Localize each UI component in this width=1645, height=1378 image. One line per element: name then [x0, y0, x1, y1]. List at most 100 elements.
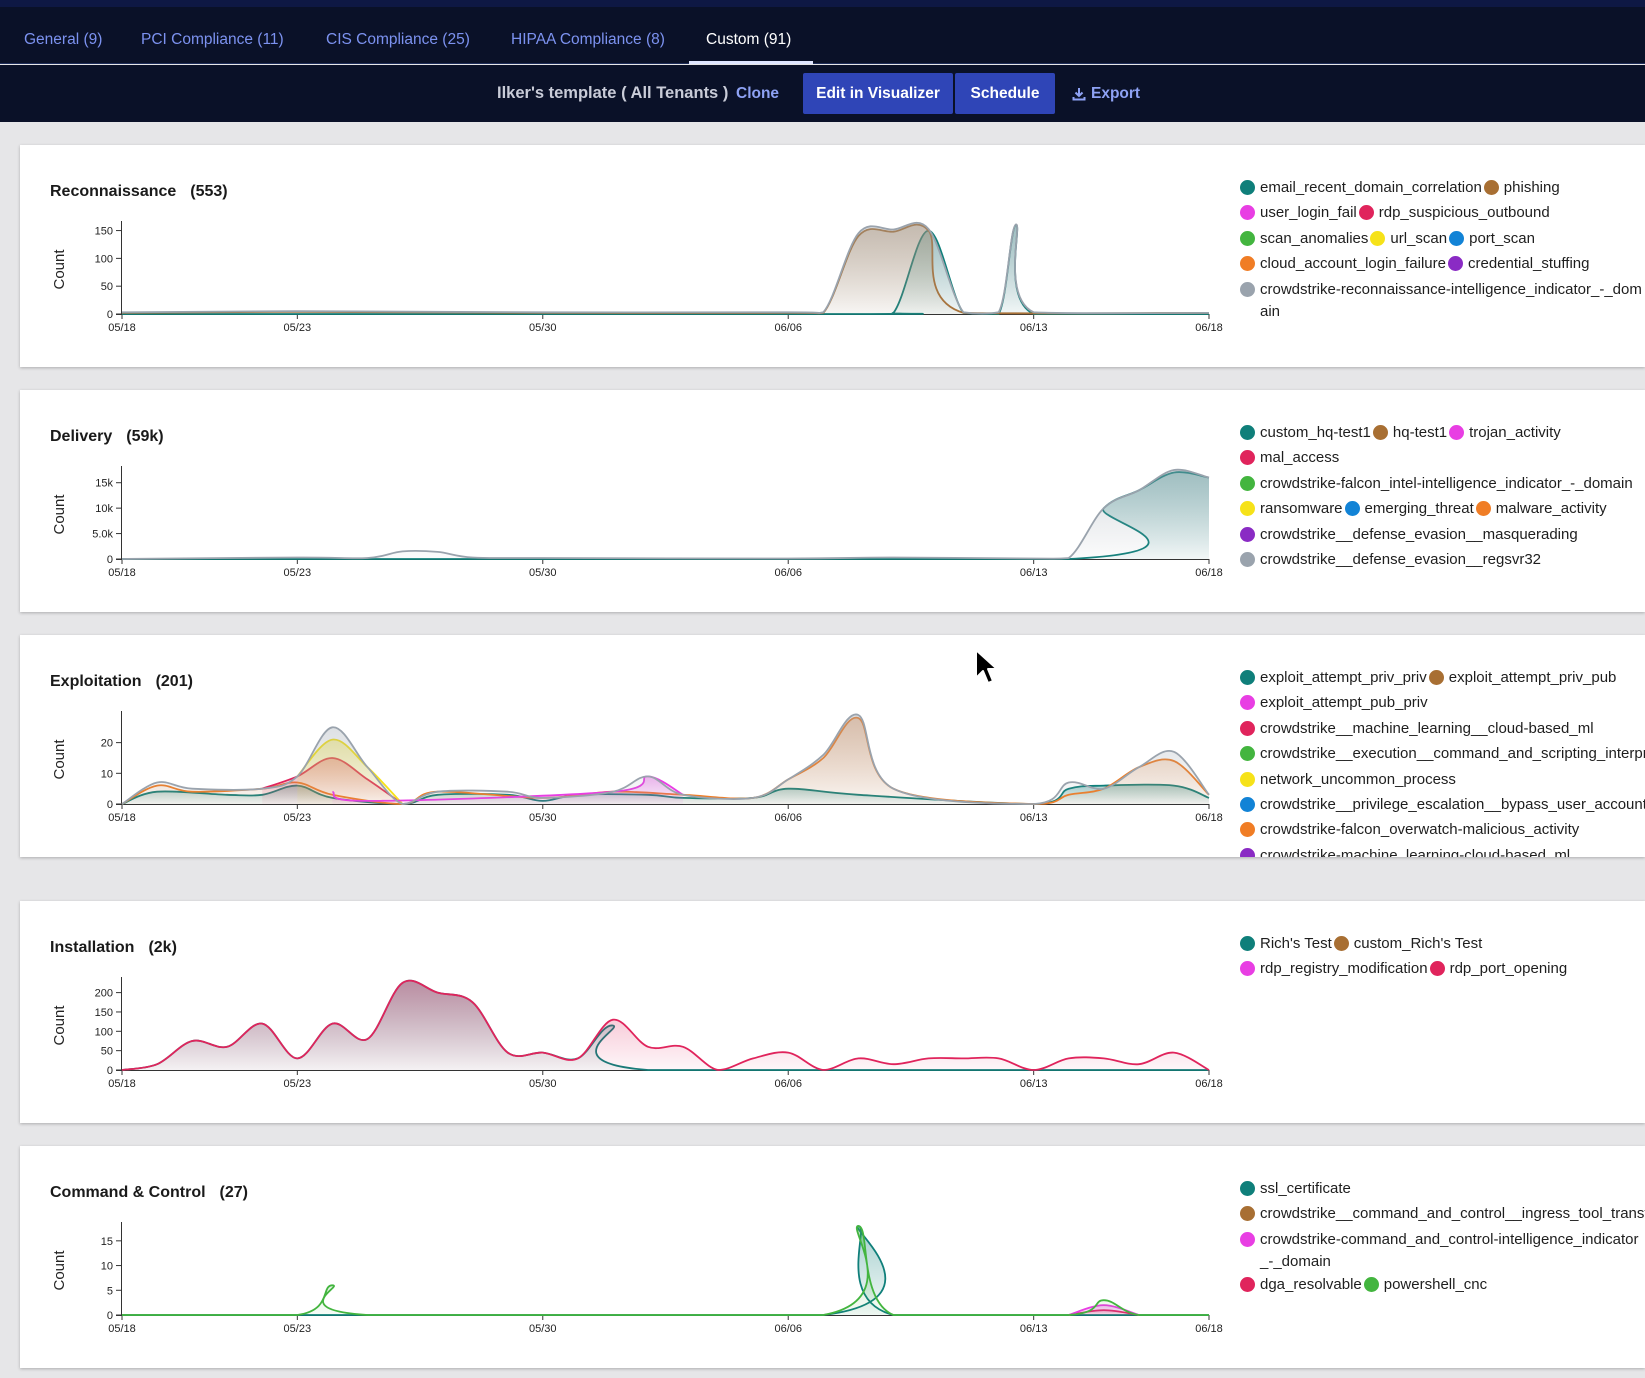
legend-item[interactable]: phishing [1483, 177, 1560, 199]
legend-item[interactable]: port_scan [1449, 228, 1535, 250]
schedule-button[interactable]: Schedule [955, 73, 1055, 114]
legend-label: rdp_registry_modification [1260, 960, 1428, 978]
legend-item[interactable]: exploit_attempt_priv_pub [1428, 667, 1617, 689]
legend-label: exploit_attempt_pub_priv [1260, 694, 1428, 712]
legend-item[interactable]: crowdstrike-machine_learning-cloud-based… [1240, 845, 1570, 857]
series-line[interactable] [121, 224, 1209, 315]
area-chart[interactable]: Count 0 5.0k 10k 15k 05/18 05/23 05/30 06/06 06/1… [20, 390, 1235, 612]
series-line[interactable] [121, 471, 1210, 560]
tab-pci-compliance[interactable]: PCI Compliance (11) [141, 31, 284, 48]
series-line[interactable] [121, 468, 1210, 560]
legend-item[interactable]: mal_access [1240, 447, 1339, 469]
series-line[interactable] [121, 1225, 1209, 1316]
series-area[interactable] [122, 1226, 1209, 1315]
x-tick-label: 06/06 [774, 1323, 802, 1335]
series-area[interactable] [122, 472, 1209, 559]
y-tick-label: 0 [107, 554, 113, 566]
legend-color-dot [1240, 475, 1255, 491]
chart-panel-command-control: Command & Control (27) Count 0 5 10 15 05/18 05/… [20, 1146, 1645, 1368]
legend-item[interactable]: custom_Rich's Test [1333, 933, 1482, 955]
series-area[interactable] [122, 469, 1209, 559]
legend-item[interactable]: email_recent_domain_correlation [1240, 177, 1482, 199]
export-label: Export [1091, 85, 1141, 102]
legend-item[interactable]: user_login_fail [1240, 202, 1357, 224]
legend-item[interactable]: custom_hq-test1 [1240, 422, 1371, 444]
x-tick-label: 05/23 [284, 567, 312, 579]
legend-item[interactable]: network_uncommon_process [1240, 769, 1456, 791]
legend-item[interactable]: rdp_suspicious_outbound [1358, 202, 1550, 224]
y-tick-label: 50 [101, 1046, 113, 1058]
tab-cis-compliance[interactable]: CIS Compliance (25) [326, 31, 470, 48]
legend-item[interactable]: rdp_registry_modification [1240, 958, 1428, 980]
legend-item[interactable]: scan_anomalies [1240, 228, 1368, 250]
series-line[interactable] [121, 1225, 1209, 1316]
y-tick-label: 5.0k [92, 529, 113, 541]
series-line[interactable] [121, 979, 1210, 1071]
legend-label: cloud_account_login_failure [1260, 255, 1446, 273]
x-tick-label: 05/23 [284, 1323, 312, 1335]
x-tick-label: 06/13 [1020, 567, 1048, 579]
legend-item[interactable]: crowdstrike__defense_evasion__regsvr32 [1240, 549, 1541, 571]
legend-item[interactable]: crowdstrike-reconnaissance-intelligence_… [1240, 279, 1643, 324]
area-chart[interactable]: Count 0 50 100 150 05/18 05/23 05/30 06/06 06/13 0… [20, 145, 1235, 367]
legend-color-dot [1475, 501, 1491, 517]
legend-item[interactable]: credential_stuffing [1447, 253, 1589, 275]
legend-label: trojan_activity [1469, 424, 1561, 441]
legend-item[interactable]: exploit_attempt_priv_priv [1240, 667, 1427, 689]
series-area[interactable] [122, 980, 1209, 1070]
legend-item[interactable]: crowdstrike__execution__command_and_scri… [1240, 743, 1645, 765]
legend-item[interactable]: crowdstrike__command_and_control__ingres… [1240, 1203, 1645, 1225]
y-tick-label: 10 [101, 1261, 113, 1273]
panel-title-text: Command & Control [50, 1184, 206, 1201]
legend-label: custom_hq-test1 [1260, 424, 1371, 441]
y-axis-label: Count [51, 1250, 68, 1291]
legend-item[interactable]: malware_activity [1475, 498, 1607, 520]
legend-item[interactable]: url_scan [1370, 228, 1447, 250]
x-tick-label: 06/13 [1020, 1323, 1048, 1335]
series-line[interactable] [121, 713, 1210, 805]
legend-item[interactable]: ransomware [1240, 498, 1343, 520]
legend-item[interactable]: cloud_account_login_failure [1240, 253, 1446, 275]
edit-in-visualizer-button[interactable]: Edit in Visualizer [803, 73, 953, 114]
chart-legend: Rich's Test custom_Rich's Test rdp_registr… [1240, 933, 1645, 984]
series-area[interactable] [122, 225, 1209, 314]
legend-color-dot [1363, 1276, 1379, 1292]
area-chart[interactable]: Count 0 5 10 15 05/18 05/23 05/30 06/06 06/13 06/1… [20, 1146, 1235, 1368]
legend-item[interactable]: crowdstrike__privilege_escalation__bypas… [1240, 794, 1645, 816]
legend-item[interactable]: powershell_cnc [1363, 1274, 1487, 1296]
export-button[interactable]: Export [1072, 85, 1140, 103]
legend-item[interactable]: crowdstrike-falcon_overwatch-malicious_a… [1240, 819, 1579, 841]
area-chart[interactable]: Count 0 50 100 150 200 05/18 05/23 05/30 06/06 06/… [20, 901, 1235, 1123]
legend-item[interactable]: dga_resolvable [1240, 1274, 1362, 1296]
legend-label: exploit_attempt_priv_pub [1448, 669, 1617, 686]
series-area[interactable] [122, 1226, 1209, 1315]
legend-item[interactable]: crowdstrike-falcon_intel-intelligence_in… [1240, 473, 1633, 495]
legend-color-dot [1240, 205, 1255, 221]
legend-item[interactable]: rdp_port_opening [1429, 958, 1567, 980]
legend-color-dot [1240, 180, 1255, 195]
legend-item[interactable]: exploit_attempt_pub_priv [1240, 692, 1428, 714]
tab-hipaa-compliance[interactable]: HIPAA Compliance (8) [511, 31, 665, 48]
series-line[interactable] [121, 221, 1210, 315]
clone-button[interactable]: Clone [736, 85, 780, 102]
series-line[interactable] [121, 223, 1210, 315]
y-tick-label: 100 [95, 1026, 113, 1038]
series-area[interactable] [122, 224, 1209, 314]
legend-item[interactable]: emerging_threat [1344, 498, 1474, 520]
legend-item[interactable]: crowdstrike__defense_evasion__masqueradi… [1240, 524, 1578, 546]
y-tick-label: 15k [95, 478, 113, 490]
legend-color-dot [1344, 501, 1360, 517]
legend-item[interactable]: ssl_certificate [1240, 1178, 1351, 1200]
legend-item[interactable]: crowdstrike-command_and_control-intellig… [1240, 1229, 1643, 1274]
legend-item[interactable]: crowdstrike__machine_learning__cloud-bas… [1240, 718, 1594, 740]
chart-panel-delivery: Delivery (59k) Count 0 5.0k 10k 15k 05/18 05/23 0… [20, 390, 1645, 612]
tab-general[interactable]: General (9) [24, 31, 103, 48]
area-chart[interactable]: Count 0 10 20 05/18 05/23 05/30 06/06 06/13 06/18 [20, 635, 1235, 857]
legend-item[interactable]: Rich's Test [1240, 933, 1332, 955]
series-area[interactable] [122, 222, 1209, 314]
series-area[interactable] [122, 714, 1209, 804]
legend-item[interactable]: hq-test1 [1372, 422, 1447, 444]
tab-custom[interactable]: Custom (91) [706, 31, 792, 48]
legend-label: crowdstrike__defense_evasion__masqueradi… [1260, 525, 1578, 543]
legend-item[interactable]: trojan_activity [1449, 422, 1561, 444]
